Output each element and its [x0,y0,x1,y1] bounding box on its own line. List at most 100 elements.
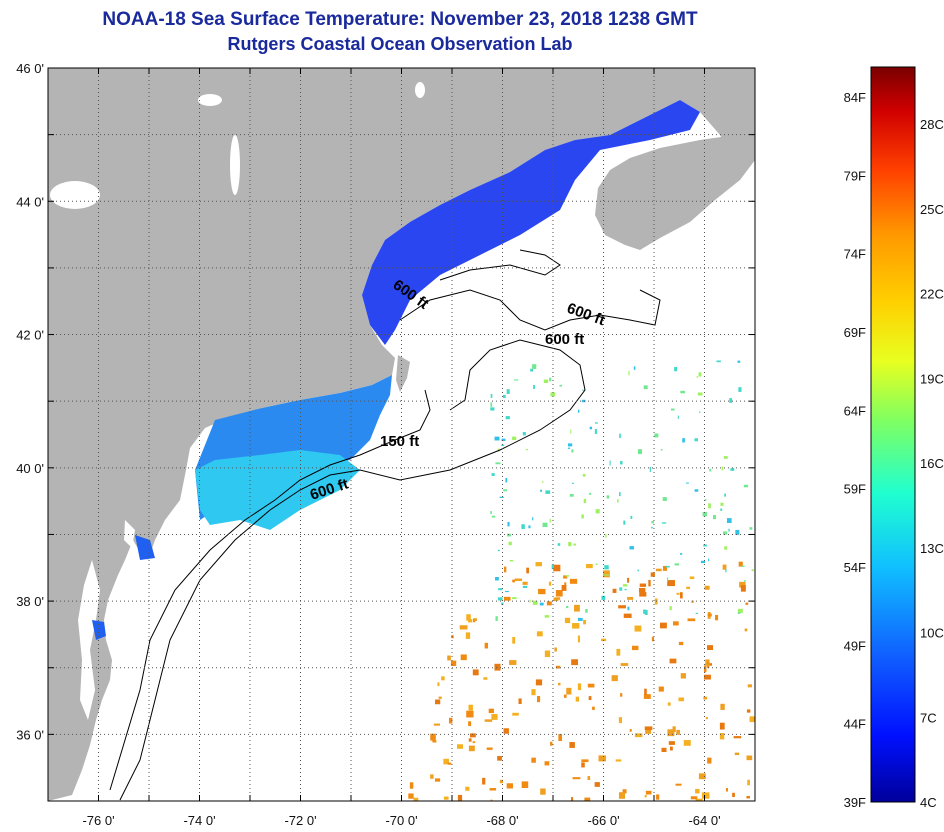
sst-pixel-warm [669,746,673,751]
sst-pixel-warm [648,579,651,587]
sst-pixel-cool [633,366,636,370]
sst-pixel-warm [667,580,675,587]
sst-gulf-stream-patches [408,561,755,801]
sst-pixel-warm [409,782,414,789]
sst-pixel-warm [450,660,457,666]
sst-pixel-warm [588,696,592,701]
sst-pixel-warm [468,738,472,742]
sst-pixel-cool [735,529,740,535]
colorbar-c-label: 4C [920,795,937,810]
sst-pixel-cool [522,585,528,589]
sst-pixel-warm [554,647,557,652]
sst-pixel-cool [490,511,492,515]
sst-pixel-cool [737,612,741,614]
sst-pixel-warm [620,693,623,697]
sst-pixel-cool [582,389,585,391]
sst-pixel-warm [443,758,449,765]
sst-pixel-cool [589,492,592,495]
sst-pixel-cool [630,515,633,520]
sst-pixel-cool [532,600,538,605]
sst-pixel-warm [512,712,519,716]
sst-pixel-warm [703,665,707,673]
sst-pixel-warm [486,747,493,750]
sst-pixel-cool [677,415,679,419]
sst-pixel-warm [535,562,543,567]
sst-pixel-cool [737,608,743,613]
sst-pixel-warm [483,677,488,680]
sst-pixel-warm [437,682,440,687]
sst-pixel-warm [651,636,655,642]
colorbar-c-label: 25C [920,202,944,217]
lon-tick-label: -64 0' [688,813,720,828]
lon-tick-label: -76 0' [82,813,114,828]
sst-pixel-cool [741,565,745,567]
sst-pixel-warm [514,578,523,581]
sst-pixel-cool [490,402,493,407]
sst-pixel-cool [697,392,703,396]
colorbar-f-label: 79F [844,168,866,183]
sst-pixel-warm [466,614,471,621]
colorbar-f-label: 69F [844,325,866,340]
sst-pixel-warm [561,584,567,591]
colorbar-f-label: 49F [844,638,866,653]
sst-pixel-warm [678,697,685,702]
sst-pixel-cool [521,524,525,529]
sst-pixel-warm [722,564,727,570]
colorbar-c-label: 16C [920,456,944,471]
sst-pixel-cool [508,541,512,546]
sst-pixel-warm [689,576,695,580]
sst-pixel-warm [465,632,471,639]
lake [198,94,222,106]
sst-pixel-warm [433,723,441,726]
sst-pixel-cool [609,460,611,466]
colorbar-labels: 84F 79F 74F 69F 64F 59F 54F 49F 44F 39F 28C 25C 22C 1… [844,90,944,810]
contour-label: 150 ft [380,433,419,450]
sst-pixel-warm [537,695,541,703]
sst-pixel-cool [570,429,572,434]
sst-pixel-warm [672,621,679,626]
sst-pixel-cool [589,426,593,430]
sst-pixel-cool [643,385,648,390]
sst-pixel-cool [661,522,667,524]
sst-pixel-cool [743,484,749,488]
sst-pixel-cool [698,372,702,377]
sst-pixel-warm [512,579,516,583]
sst-pixel-warm [661,747,667,753]
sst-pixel-warm [574,604,580,612]
sst-pixel-warm [620,663,629,666]
sst-pixel-cool [505,590,509,593]
contour-600ft-gulf-of-maine [399,289,661,331]
lon-tick-label: -74 0' [183,813,215,828]
sst-pixel-warm [555,665,561,669]
sst-pixel-warm [638,587,646,593]
map-subtitle: Rutgers Coastal Ocean Observation Lab [227,34,573,54]
sst-pixel-warm [482,777,486,785]
sst-pixel-cool [557,543,561,546]
sst-pixel-cool [530,368,534,372]
sst-pixel-warm [538,588,546,595]
sst-pixel-cool [559,384,563,387]
sst-pixel-warm [447,655,451,661]
sst-pixel-cool [749,527,753,530]
sst-pixel-warm [571,797,574,801]
sst-pixel-cool [723,456,728,459]
sst-pixel-warm [618,792,626,799]
sst-pixel-warm [598,755,606,762]
sst-chesapeake [92,620,106,640]
sst-pixel-cool [682,438,685,443]
sst-pixel-cool [651,520,654,524]
sst-pixel-warm [484,719,493,722]
lat-tick-label: 40 0' [16,461,44,476]
sst-pixel-warm [488,708,494,714]
sst-pixel-cool [724,493,726,497]
sst-pixel-warm [675,783,682,786]
sst-pixel-cool [674,366,678,372]
sst-pixel-cool [669,606,672,611]
sst-pixel-warm [572,777,581,780]
sst-pixel-warm [489,788,497,791]
sst-pixel-warm [441,676,445,681]
sst-pixel-warm [680,673,686,679]
colorbar-c-label: 28C [920,117,944,132]
sst-pixel-cool [603,574,609,576]
